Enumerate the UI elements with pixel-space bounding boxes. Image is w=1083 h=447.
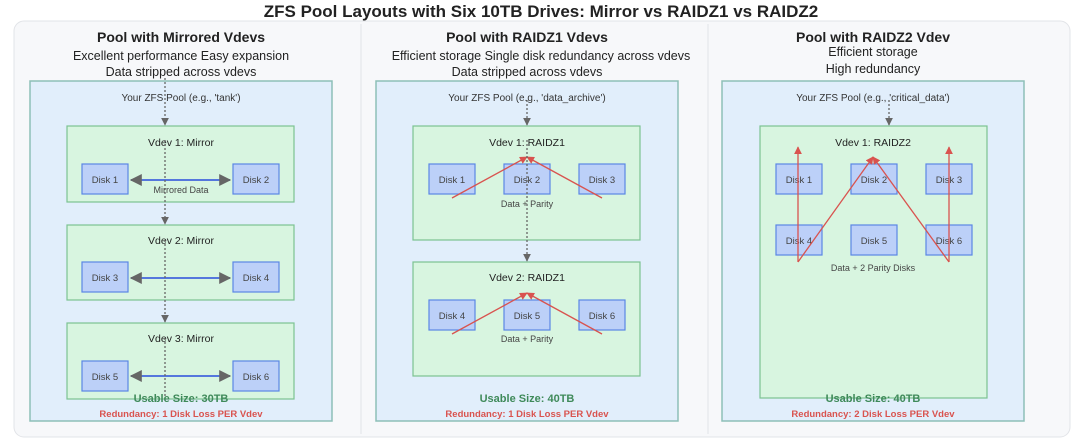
redundancy: Redundancy: 2 Disk Loss PER Vdev xyxy=(791,409,955,420)
disk xyxy=(81,261,129,293)
column-heading: Pool with RAIDZ1 Vdevs xyxy=(446,29,608,45)
vdev-note: Data + Parity xyxy=(501,334,554,344)
disk-label: Disk 4 xyxy=(243,273,269,284)
pool-label: Your ZFS Pool (e.g., 'critical_data') xyxy=(796,93,950,104)
redundancy: Redundancy: 1 Disk Loss PER Vdev xyxy=(99,409,263,420)
column-heading: Pool with RAIDZ2 Vdev xyxy=(796,29,950,45)
disk-label: Disk 5 xyxy=(92,372,118,383)
column-subtitle: Efficient storage xyxy=(828,45,917,59)
vdev-note: Data + 2 Parity Disks xyxy=(831,263,916,273)
raidz2-column: Pool with RAIDZ2 Vdev Efficient storage … xyxy=(721,29,1025,422)
disk xyxy=(81,360,129,392)
column-heading: Pool with Mirrored Vdevs xyxy=(97,29,265,45)
disk xyxy=(232,360,280,392)
diagram-title: ZFS Pool Layouts with Six 10TB Drives: M… xyxy=(264,2,819,21)
parity-arrow xyxy=(451,292,528,335)
disk-label: Disk 1 xyxy=(786,175,812,186)
raidz1-column: Pool with RAIDZ1 Vdevs Efficient storage… xyxy=(375,29,691,422)
disk-label: Disk 2 xyxy=(861,175,887,186)
vdev-label: Vdev 1: RAIDZ2 xyxy=(835,137,911,149)
disk xyxy=(775,163,823,195)
disk-label: Disk 5 xyxy=(514,311,540,322)
disk-label: Disk 4 xyxy=(439,311,465,322)
disk xyxy=(81,163,129,195)
usable-size: Usable Size: 40TB xyxy=(826,393,921,405)
column-subtitle: Data stripped across vdevs xyxy=(452,65,603,79)
mirror-column: Pool with Mirrored Vdevs Excellent perfo… xyxy=(29,29,333,422)
disk-label: Disk 4 xyxy=(786,236,812,247)
vdev-note: Mirrored Data xyxy=(153,185,208,195)
disk xyxy=(232,261,280,293)
column-subtitle: Excellent performance Easy expansion xyxy=(73,49,289,63)
disk-label: Disk 3 xyxy=(92,273,118,284)
redundancy: Redundancy: 1 Disk Loss PER Vdev xyxy=(445,409,609,420)
vdev-label: Vdev 1: Mirror xyxy=(148,137,214,149)
usable-size: Usable Size: 40TB xyxy=(480,393,575,405)
disk-label: Disk 6 xyxy=(589,311,615,322)
disk-label: Disk 5 xyxy=(861,236,887,247)
disk-label: Disk 6 xyxy=(243,372,269,383)
parity-arrow xyxy=(451,156,528,199)
pool-label: Your ZFS Pool (e.g., 'data_archive') xyxy=(448,93,605,104)
disk xyxy=(850,224,898,256)
usable-size: Usable Size: 30TB xyxy=(134,393,229,405)
column-subtitle: Efficient storage Single disk redundancy… xyxy=(392,49,691,63)
column-subtitle: High redundancy xyxy=(826,62,921,76)
pool-label: Your ZFS Pool (e.g., 'tank') xyxy=(121,93,240,104)
parity-arrow xyxy=(526,156,603,199)
disk-label: Disk 1 xyxy=(439,175,465,186)
disk-label: Disk 1 xyxy=(92,175,118,186)
parity-arrow xyxy=(872,156,950,263)
vdev-label: Vdev 3: Mirror xyxy=(148,333,214,345)
vdev-label: Vdev 1: RAIDZ1 xyxy=(489,137,565,149)
vdev-label: Vdev 2: Mirror xyxy=(148,235,214,247)
parity-arrow xyxy=(526,292,603,335)
column-subtitle: Data stripped across vdevs xyxy=(106,65,257,79)
disk xyxy=(232,163,280,195)
disk-label: Disk 3 xyxy=(589,175,615,186)
disk-label: Disk 2 xyxy=(243,175,269,186)
parity-arrow xyxy=(797,156,874,263)
disk xyxy=(503,299,551,331)
vdev-label: Vdev 2: RAIDZ1 xyxy=(489,272,565,284)
